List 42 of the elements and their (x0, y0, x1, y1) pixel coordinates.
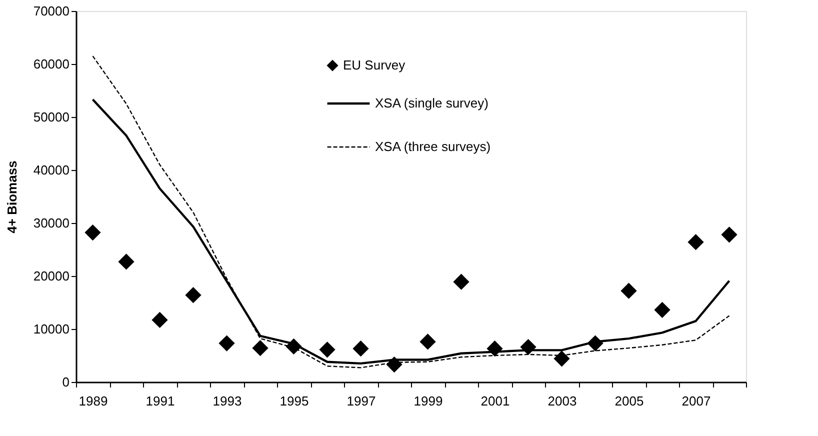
legend-label: EU Survey (343, 58, 406, 72)
point (218, 335, 235, 352)
y-tick-label: 50000 (33, 110, 70, 124)
point (386, 356, 402, 373)
point (554, 350, 570, 367)
y-tick-label: 20000 (33, 268, 70, 284)
point (84, 224, 101, 241)
point (486, 340, 503, 357)
x-tick-label: 2001 (480, 394, 510, 408)
point (520, 338, 536, 356)
point (654, 302, 670, 318)
point (587, 335, 604, 352)
point (688, 234, 704, 250)
y-axis-title: 4+ Biomass (4, 160, 20, 234)
y-tick-label: 0 (62, 374, 70, 390)
point (185, 287, 202, 304)
point (352, 340, 369, 357)
y-tick-label: 70000 (33, 4, 70, 18)
x-tick-label: 2003 (548, 394, 577, 408)
y-tick-label: 40000 (33, 162, 70, 178)
point (152, 312, 168, 328)
x-tick-label: 1989 (78, 394, 108, 408)
x-tick-label: 1997 (346, 394, 376, 408)
point (252, 340, 268, 356)
y-tick-label: 10000 (33, 322, 70, 336)
x-tick-label: 1993 (212, 394, 242, 408)
point (620, 282, 637, 299)
x-tick-label: 1995 (280, 394, 309, 408)
x-tick-label: 1999 (414, 394, 443, 408)
point (118, 254, 134, 270)
y-tick-label: 30000 (33, 216, 70, 230)
x-tick-label: 2005 (614, 394, 644, 408)
legend-label: XSA (single survey) (375, 96, 488, 110)
x-tick-label: 1991 (146, 394, 175, 408)
y-tick-label: 60000 (33, 56, 70, 72)
point (721, 226, 738, 243)
point (453, 274, 470, 290)
point (286, 338, 302, 355)
point (319, 342, 336, 358)
x-tick-label: 2007 (682, 394, 711, 408)
point (420, 334, 436, 350)
legend-label: XSA (three surveys) (375, 139, 491, 154)
